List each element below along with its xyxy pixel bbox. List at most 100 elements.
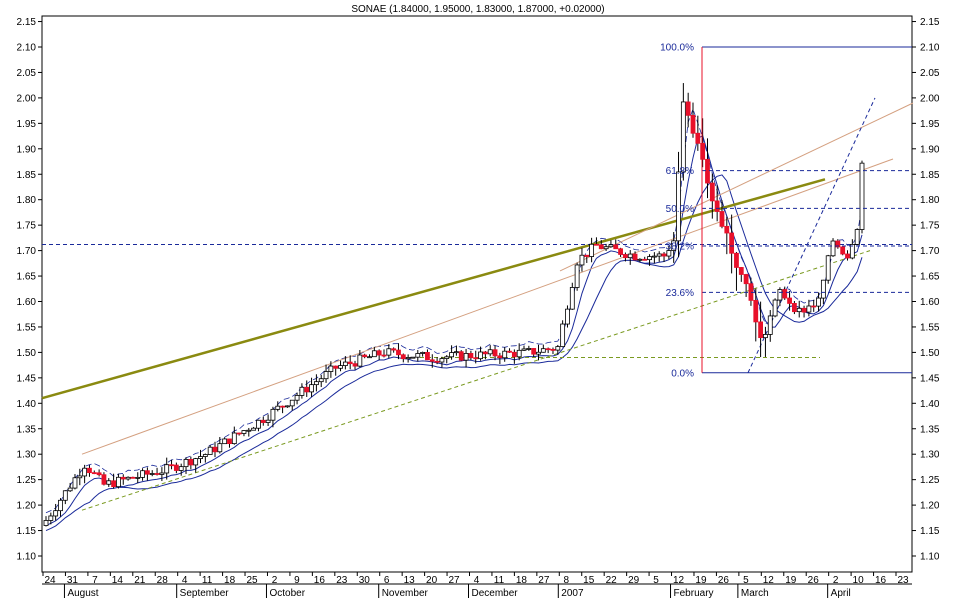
y-tick-label-left: 1.55 [17, 322, 37, 333]
candle-body [260, 419, 266, 423]
candle-body [342, 361, 348, 366]
y-tick-label-right: 1.80 [920, 195, 940, 206]
candle-body [77, 475, 83, 479]
candle-body [709, 182, 715, 202]
candle-body [666, 250, 672, 257]
candle-body [671, 240, 677, 251]
candle-body [58, 499, 63, 512]
candle-body [835, 240, 841, 248]
y-tick-label-left: 2.15 [17, 17, 37, 28]
candle-body [434, 360, 440, 363]
envelope-line [45, 108, 863, 514]
candle-body [521, 348, 527, 351]
candle-body [719, 211, 725, 227]
y-tick-label-left: 1.20 [17, 501, 37, 512]
candle-body [603, 246, 609, 250]
candle-body [313, 381, 319, 386]
x-day-label: 9 [294, 575, 300, 586]
y-tick-label-right: 1.40 [920, 399, 940, 410]
y-tick-label-left: 2.05 [17, 68, 37, 79]
candle-body [333, 365, 339, 369]
y-tick-label-right: 2.05 [920, 68, 940, 79]
y-tick-label-right: 1.50 [920, 348, 940, 359]
candle-body [487, 349, 493, 355]
x-day-label: 15 [583, 575, 595, 586]
candle-body [207, 446, 213, 455]
x-month-label: September [180, 588, 230, 599]
x-day-label: 18 [516, 575, 528, 586]
candle-body [149, 473, 155, 475]
x-month-label: March [741, 588, 769, 599]
candle-body [227, 438, 232, 445]
plot-frame [41, 15, 913, 585]
y-tick-label-left: 1.15 [17, 526, 37, 537]
y-tick-label-left: 1.85 [17, 170, 37, 181]
candle-body [565, 308, 570, 325]
candle-body [405, 357, 411, 360]
candle-body [304, 386, 310, 393]
candle-body [680, 101, 686, 173]
y-tick-label-left: 1.70 [17, 246, 37, 257]
x-day-label: 10 [853, 575, 865, 586]
x-day-label: 27 [538, 575, 550, 586]
candle-body [183, 459, 189, 468]
candle-body [458, 351, 464, 361]
candle-body [231, 432, 237, 445]
candle-body [647, 256, 652, 261]
candle-body [845, 253, 850, 259]
candle-body [246, 429, 252, 432]
candle-body [116, 476, 121, 488]
candle-body [130, 476, 136, 479]
x-day-label: 5 [743, 575, 749, 586]
candle-body [140, 470, 145, 478]
candle-body [48, 515, 54, 521]
candle-body [777, 289, 783, 301]
y-tick-label-right: 1.85 [920, 170, 940, 181]
candle-body [811, 305, 817, 308]
candle-body [545, 348, 551, 351]
candle-body [642, 258, 648, 261]
candle-body [516, 349, 522, 358]
x-day-label: 2 [833, 575, 839, 586]
candle-body [256, 419, 261, 429]
support-line [81, 250, 871, 511]
candle-body [526, 348, 532, 350]
major-trend-line [41, 178, 826, 400]
y-tick-label-left: 1.10 [17, 552, 37, 563]
y-tick-label-right: 1.25 [920, 475, 940, 486]
y-tick-label-right: 1.20 [920, 501, 940, 512]
x-day-label: 16 [314, 575, 326, 586]
x-day-label: 11 [202, 575, 213, 586]
candle-body [72, 477, 78, 489]
candle-body [178, 466, 184, 471]
x-month-label: October [269, 588, 305, 599]
y-tick-label-left: 1.80 [17, 195, 37, 206]
candle-body [656, 253, 662, 257]
y-tick-label-left: 1.60 [17, 297, 37, 308]
candle-body [695, 132, 701, 144]
candle-body [449, 352, 454, 358]
fib-level-label: 38.2% [666, 242, 694, 253]
candle-body [560, 323, 566, 348]
candle-body [825, 255, 831, 281]
candle-body [651, 255, 657, 258]
y-tick-label-right: 1.35 [920, 424, 940, 435]
candle-body [492, 349, 498, 357]
candle-body [386, 348, 392, 356]
candle-body [782, 289, 788, 299]
candle-body [772, 299, 778, 317]
candle-body [376, 350, 382, 356]
candle-body [627, 253, 633, 259]
candle-body [569, 287, 575, 310]
candle-body [796, 307, 802, 313]
candle-body [767, 315, 773, 335]
candle-body [410, 356, 416, 359]
channel-trend-line-upper [559, 102, 914, 272]
candle-body [135, 477, 141, 479]
candle-body [43, 520, 49, 526]
y-tick-label-left: 2.00 [17, 93, 37, 104]
candle-body [763, 334, 768, 339]
candle-body [193, 458, 199, 466]
candle-body [338, 365, 343, 369]
candle-body [318, 378, 324, 383]
